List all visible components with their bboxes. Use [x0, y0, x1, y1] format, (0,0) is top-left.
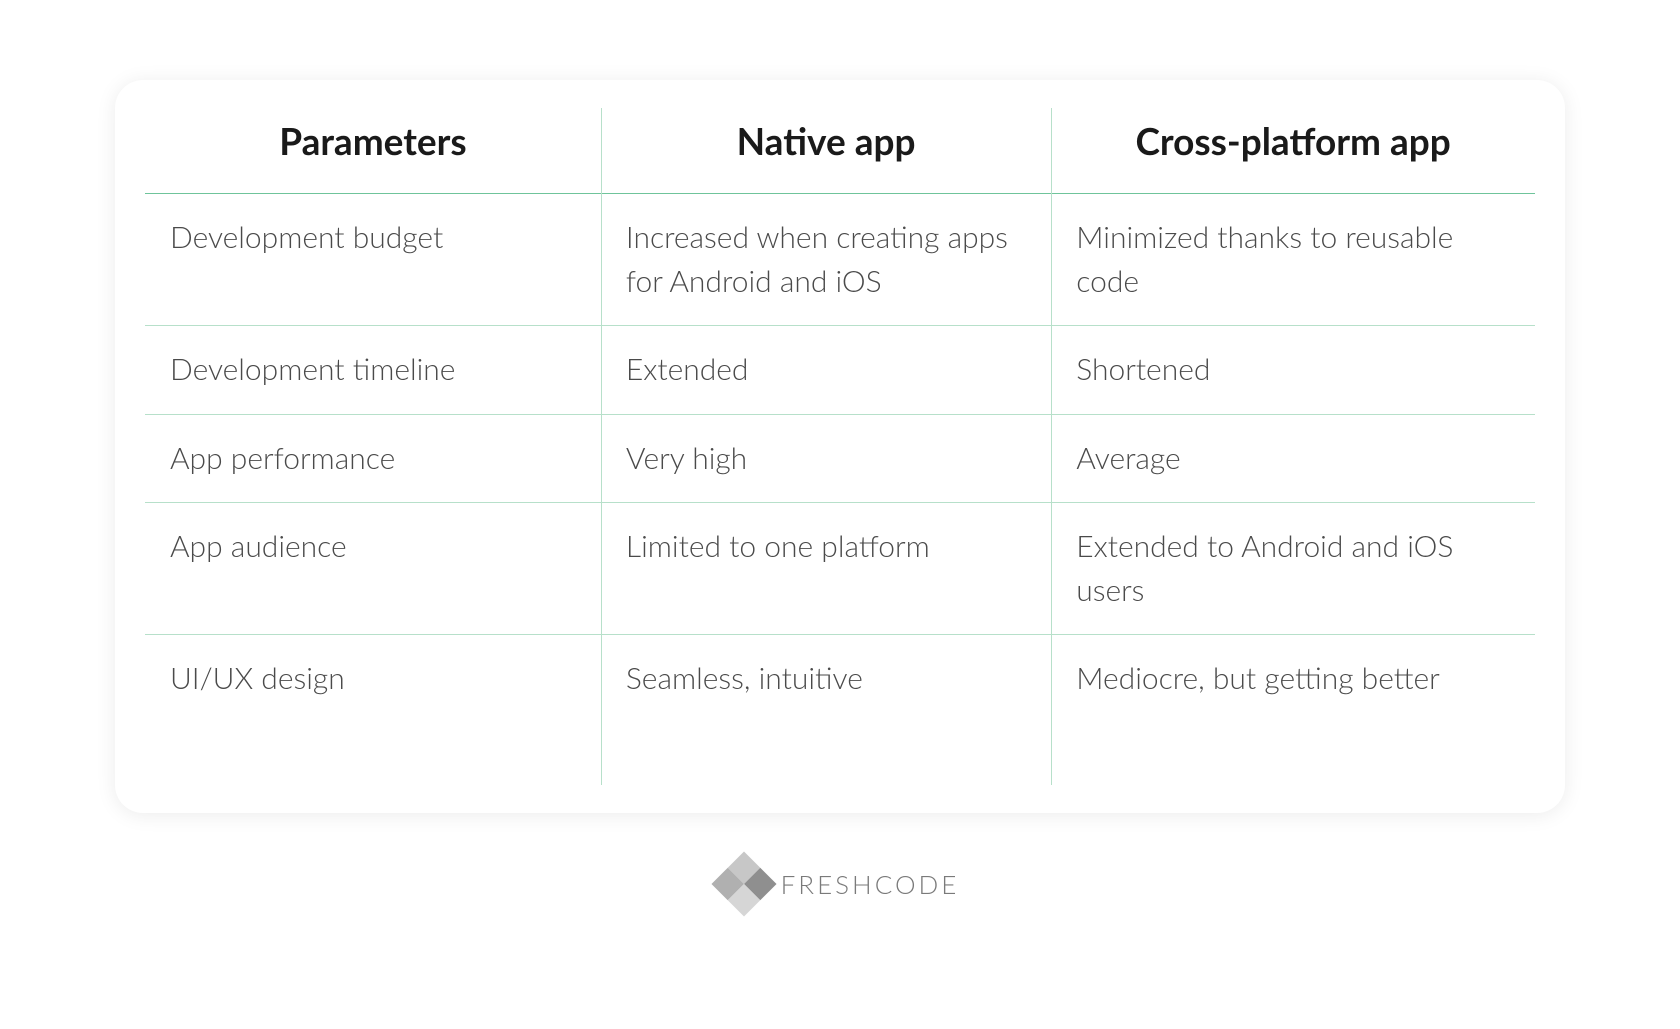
brand-name: FRESHCODE — [781, 868, 960, 900]
column-header-parameters: Parameters — [145, 80, 601, 194]
brand-footer: FRESHCODE — [721, 861, 960, 907]
cell-parameter: App audience — [145, 503, 601, 635]
cell-native: Seamless, intuitive — [601, 635, 1051, 723]
cell-native: Very high — [601, 414, 1051, 503]
cell-parameter: UI/UX design — [145, 635, 601, 723]
cell-crossplatform: Extended to Android and iOS users — [1051, 503, 1535, 635]
table-row: App performance Very high Average — [145, 414, 1535, 503]
cell-crossplatform: Shortened — [1051, 326, 1535, 415]
cell-crossplatform: Mediocre, but getting better — [1051, 635, 1535, 723]
table-row: Development budget Increased when creati… — [145, 194, 1535, 326]
table-row: Development timeline Extended Shortened — [145, 326, 1535, 415]
cell-native: Limited to one platform — [601, 503, 1051, 635]
freshcode-logo-icon — [711, 851, 776, 916]
table-row: UI/UX design Seamless, intuitive Mediocr… — [145, 635, 1535, 723]
comparison-table: Parameters Native app Cross-platform app… — [145, 80, 1535, 723]
cell-crossplatform: Minimized thanks to reusable code — [1051, 194, 1535, 326]
cell-native: Extended — [601, 326, 1051, 415]
table-header-row: Parameters Native app Cross-platform app — [145, 80, 1535, 194]
column-divider — [1051, 108, 1052, 785]
column-divider — [601, 108, 602, 785]
column-header-crossplatform: Cross-platform app — [1051, 80, 1535, 194]
cell-parameter: Development timeline — [145, 326, 601, 415]
cell-parameter: Development budget — [145, 194, 601, 326]
column-header-native: Native app — [601, 80, 1051, 194]
table-row: App audience Limited to one platform Ext… — [145, 503, 1535, 635]
cell-crossplatform: Average — [1051, 414, 1535, 503]
cell-parameter: App performance — [145, 414, 601, 503]
comparison-table-card: Parameters Native app Cross-platform app… — [115, 80, 1565, 813]
cell-native: Increased when creating apps for Android… — [601, 194, 1051, 326]
